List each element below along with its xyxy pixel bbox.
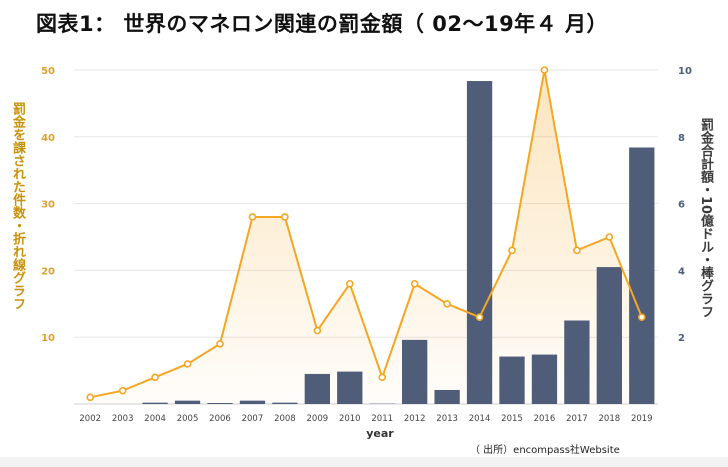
line-area-fill	[90, 70, 642, 404]
bar	[272, 402, 298, 404]
x-tick-label: 2009	[307, 414, 329, 424]
x-tick-label: 2005	[177, 414, 199, 424]
y-right-tick-label: 4	[678, 266, 685, 277]
line-point	[508, 246, 516, 255]
x-tick-label: 2015	[501, 414, 523, 424]
line-point	[540, 66, 549, 74]
bar	[531, 354, 558, 404]
y-right-tick-label: 10	[678, 66, 692, 77]
footer-band	[0, 457, 728, 467]
x-tick-label: 2004	[144, 414, 166, 424]
x-axis-title: year	[366, 427, 394, 440]
line-point	[378, 373, 387, 382]
y-axis-left-title: 罰金を課された件数・折れ線グラフ	[10, 102, 25, 310]
y-axis-right-title: 罰金合計額・10億ドル・棒グラフ	[698, 118, 713, 319]
bar	[142, 402, 168, 404]
x-tick-label: 2003	[112, 414, 134, 424]
line-point	[86, 393, 95, 402]
y-left-tick-label: 50	[41, 66, 55, 77]
bar	[174, 400, 201, 404]
y-right-tick-label: 8	[678, 133, 685, 144]
line-point	[443, 299, 451, 308]
x-tick-label: 2012	[404, 414, 426, 424]
y-left-tick-label: 10	[41, 333, 55, 344]
y-left-tick-label: 40	[41, 133, 55, 144]
x-tick-label: 2006	[209, 414, 231, 424]
x-tick-label: 2017	[566, 414, 588, 424]
source-note: （ 出所）encompass社Website	[470, 445, 620, 456]
bar	[629, 147, 655, 404]
line-point	[605, 233, 614, 241]
x-tick-label: 2010	[339, 414, 361, 424]
y-left-tick-label: 20	[41, 266, 55, 277]
line-point	[573, 246, 581, 255]
line-point	[183, 360, 192, 368]
bar	[337, 371, 363, 404]
x-tick-label: 2007	[242, 414, 264, 424]
x-tick-label: 2008	[274, 414, 296, 424]
line-point	[118, 386, 127, 395]
x-tick-label: 2011	[371, 414, 393, 424]
line-point	[313, 326, 322, 335]
bar	[239, 400, 266, 404]
x-tick-label: 2018	[599, 414, 621, 424]
bar	[466, 81, 493, 404]
bar	[207, 402, 233, 404]
line-point	[281, 213, 289, 221]
x-tick-label: 2014	[469, 414, 491, 424]
line-point	[410, 279, 419, 288]
bar	[564, 320, 590, 404]
line-point	[248, 213, 257, 221]
x-tick-label: 2013	[436, 414, 458, 424]
x-tick-label: 2019	[631, 414, 653, 424]
x-tick-label: 2016	[534, 414, 556, 424]
y-right-tick-label: 6	[678, 200, 685, 211]
bar	[304, 373, 330, 404]
bar	[596, 267, 622, 404]
x-tick-label: 2002	[79, 414, 101, 424]
line-point	[475, 313, 484, 321]
page-title: 図表1： 世界のマネロン関連の罰金額（ 02〜19年４ 月）	[36, 12, 608, 36]
line-point	[637, 313, 646, 321]
bar	[402, 339, 428, 404]
line-point	[151, 373, 159, 382]
y-left-tick-label: 30	[41, 200, 55, 211]
line-point	[216, 340, 224, 348]
bar	[434, 389, 460, 404]
line-series	[90, 69, 643, 399]
bar	[499, 356, 525, 404]
line-point	[345, 279, 354, 288]
y-right-tick-label: 2	[678, 333, 685, 344]
